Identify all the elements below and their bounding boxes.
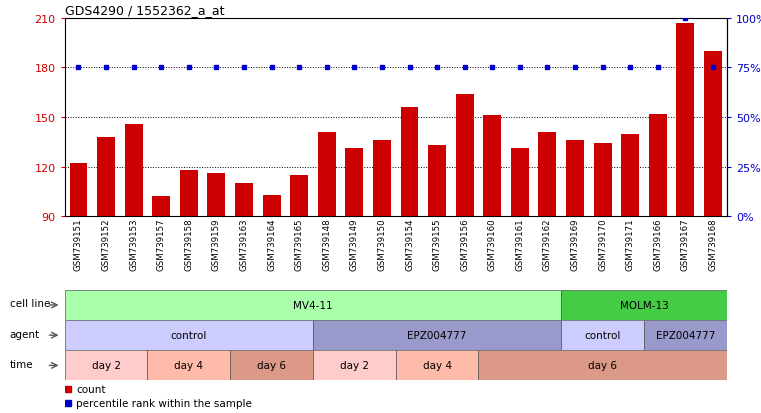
Bar [396, 351, 479, 380]
Text: GSM739162: GSM739162 [543, 218, 552, 271]
Text: EPZ004777: EPZ004777 [656, 330, 715, 340]
Bar [566, 141, 584, 217]
Text: GSM739171: GSM739171 [626, 218, 635, 271]
Text: cell line: cell line [10, 299, 50, 309]
Text: time: time [10, 359, 33, 369]
Bar [313, 351, 396, 380]
Text: GSM739151: GSM739151 [74, 218, 83, 271]
Text: GSM739164: GSM739164 [267, 218, 276, 271]
Bar [65, 290, 561, 320]
Text: day 4: day 4 [174, 361, 203, 370]
Text: GSM739160: GSM739160 [488, 218, 497, 271]
Bar [428, 146, 446, 217]
Bar [479, 351, 727, 380]
Bar [561, 290, 727, 320]
Text: day 6: day 6 [588, 361, 617, 370]
Text: control: control [170, 330, 207, 340]
Text: GSM739154: GSM739154 [405, 218, 414, 271]
Bar [230, 351, 313, 380]
Bar [318, 133, 336, 217]
Text: GSM739149: GSM739149 [350, 218, 359, 271]
Bar [65, 320, 313, 350]
Text: day 4: day 4 [422, 361, 451, 370]
Text: count: count [76, 384, 106, 394]
Bar [345, 149, 363, 217]
Text: GSM739163: GSM739163 [240, 218, 249, 271]
Bar [704, 52, 722, 217]
Bar [373, 141, 391, 217]
Bar [649, 114, 667, 217]
Text: day 6: day 6 [257, 361, 286, 370]
Text: GSM739158: GSM739158 [184, 218, 193, 271]
Bar [125, 124, 142, 217]
Text: GSM739166: GSM739166 [653, 218, 662, 271]
Bar [152, 197, 170, 217]
Text: GSM739156: GSM739156 [460, 218, 470, 271]
Bar [235, 184, 253, 217]
Text: GSM739159: GSM739159 [212, 218, 221, 271]
Text: GSM739165: GSM739165 [295, 218, 304, 271]
Bar [677, 24, 694, 217]
Bar [290, 176, 308, 217]
Bar [644, 320, 727, 350]
Text: GSM739155: GSM739155 [432, 218, 441, 271]
Bar [483, 116, 501, 217]
Bar [511, 149, 529, 217]
Bar [400, 108, 419, 217]
Text: MV4-11: MV4-11 [293, 300, 333, 310]
Text: agent: agent [10, 329, 40, 339]
Bar [180, 171, 198, 217]
Text: day 2: day 2 [340, 361, 369, 370]
Text: EPZ004777: EPZ004777 [407, 330, 466, 340]
Text: GSM739153: GSM739153 [129, 218, 139, 271]
Text: MOLM-13: MOLM-13 [619, 300, 668, 310]
Text: control: control [584, 330, 621, 340]
Text: GSM739157: GSM739157 [157, 218, 166, 271]
Text: GSM739148: GSM739148 [322, 218, 331, 271]
Text: day 2: day 2 [91, 361, 120, 370]
Bar [65, 351, 148, 380]
Text: GSM739167: GSM739167 [681, 218, 690, 271]
Text: GDS4290 / 1552362_a_at: GDS4290 / 1552362_a_at [65, 5, 224, 17]
Text: GSM739170: GSM739170 [598, 218, 607, 271]
Bar [263, 195, 281, 217]
Bar [621, 134, 639, 217]
Bar [148, 351, 230, 380]
Bar [594, 144, 612, 217]
Bar [208, 174, 225, 217]
Bar [539, 133, 556, 217]
Bar [561, 320, 644, 350]
Text: GSM739150: GSM739150 [377, 218, 387, 271]
Text: GSM739169: GSM739169 [571, 218, 580, 271]
Text: GSM739168: GSM739168 [708, 218, 718, 271]
Bar [456, 95, 473, 217]
Text: percentile rank within the sample: percentile rank within the sample [76, 399, 252, 408]
Text: GSM739161: GSM739161 [515, 218, 524, 271]
Bar [97, 138, 115, 217]
Bar [69, 164, 88, 217]
Text: GSM739152: GSM739152 [101, 218, 110, 271]
Bar [313, 320, 561, 350]
